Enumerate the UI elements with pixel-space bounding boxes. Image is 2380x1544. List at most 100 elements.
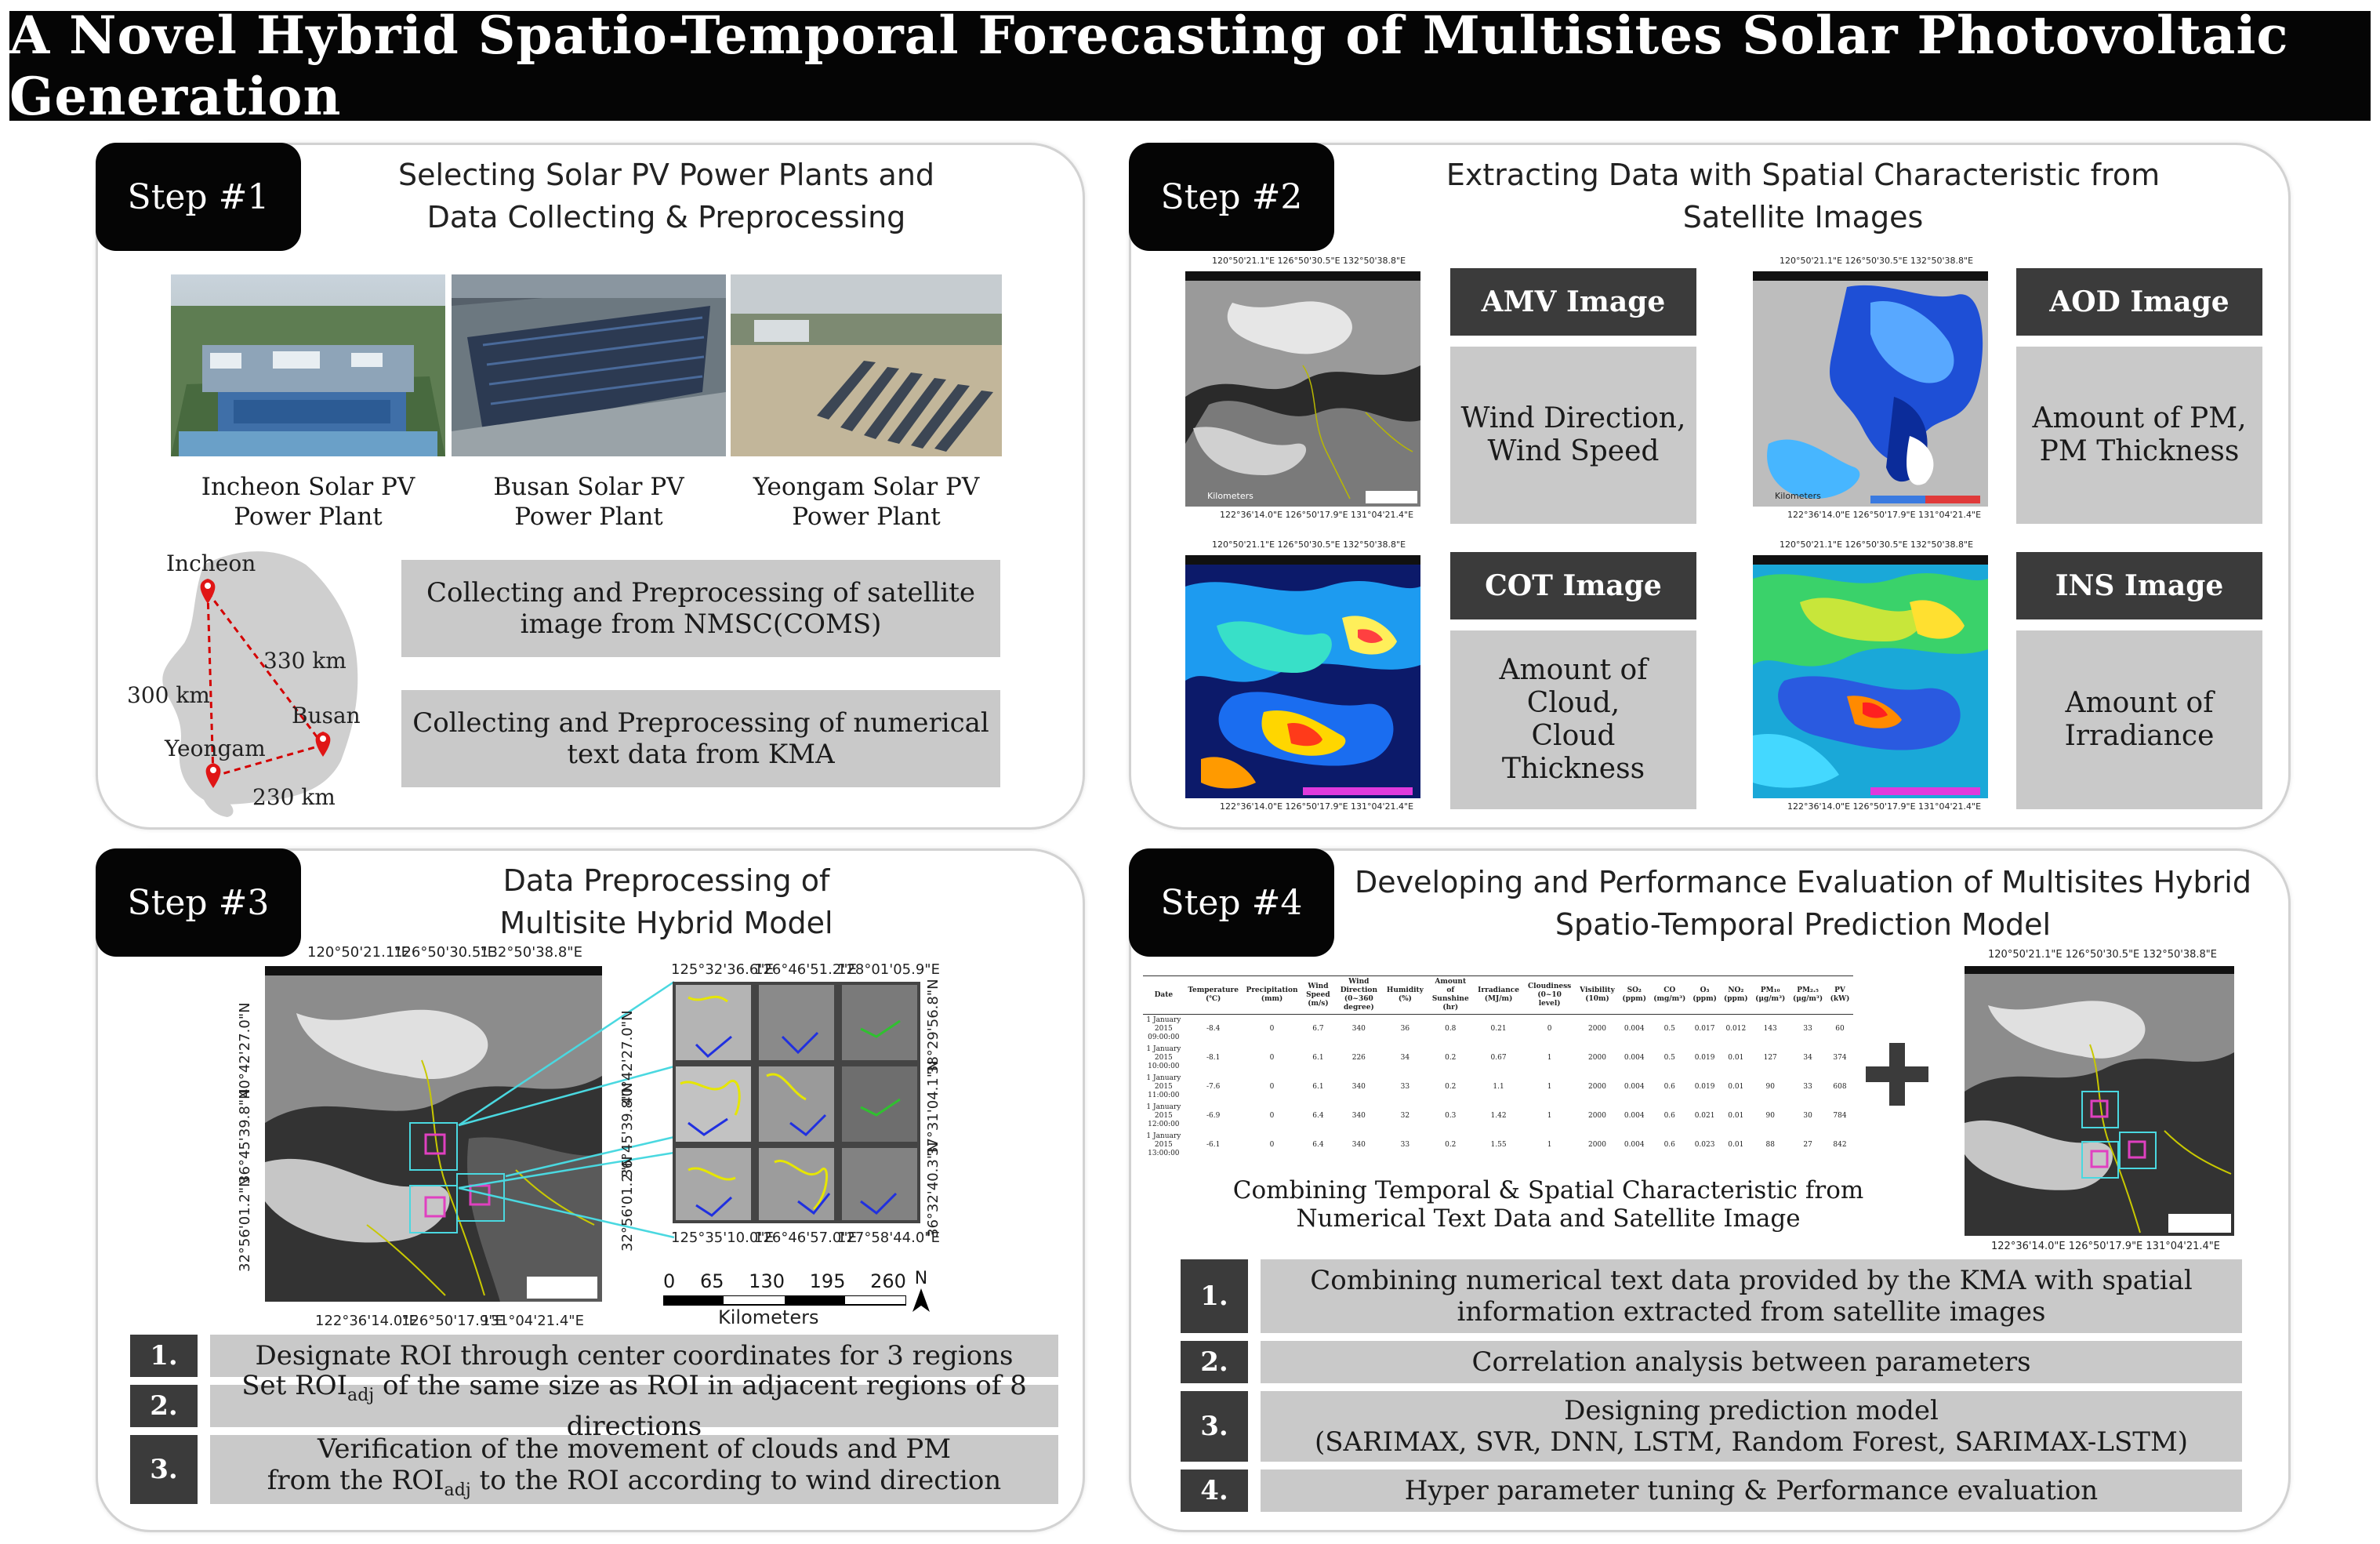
combining-caption-line2: Numerical Text Data and Satellite Image bbox=[1296, 1204, 1801, 1233]
table-cell: 0.004 bbox=[1624, 1054, 1645, 1062]
cot-coords-top: 120°50'21.1"E 126°50'30.5"E 132°50'38.8"… bbox=[1212, 539, 1406, 550]
distance-300: 300 km bbox=[127, 682, 210, 708]
step2-heading: Extracting Data with Spatial Characteris… bbox=[1380, 154, 2226, 238]
table-cell: 2000 bbox=[1588, 1025, 1606, 1033]
scale-bar: 0 65 130 195 260 bbox=[663, 1270, 906, 1317]
satellite-collect-box: Collecting and Preprocessing of satellit… bbox=[401, 560, 1000, 657]
table-cell: 0.67 bbox=[1490, 1054, 1507, 1062]
satellite-collect-line1: Collecting and Preprocessing of satellit… bbox=[426, 577, 976, 609]
table-cell: 0.5 bbox=[1663, 1054, 1675, 1062]
table-cell: 0.019 bbox=[1694, 1054, 1715, 1062]
scale-tick-130: 130 bbox=[749, 1270, 785, 1292]
table-header: SO₂ (ppm) bbox=[1618, 975, 1650, 1015]
aod-coords-top: 120°50'21.1"E 126°50'30.5"E 132°50'38.8"… bbox=[1780, 256, 1974, 266]
incheon-caption: Incheon Solar PV Power Plant bbox=[171, 472, 445, 532]
table-cell: 340 bbox=[1351, 1083, 1366, 1091]
step4-item1-line2: information extracted from satellite ima… bbox=[1457, 1296, 2046, 1328]
cot-desc-line4: Thickness bbox=[1501, 753, 1645, 785]
table-cell: 0.021 bbox=[1694, 1112, 1715, 1120]
step3-item3-line1: Verification of the movement of clouds a… bbox=[317, 1433, 952, 1466]
incheon-plant-photo bbox=[171, 274, 445, 456]
table-cell: 0.004 bbox=[1624, 1112, 1645, 1120]
ins-satellite-image bbox=[1753, 555, 1988, 798]
step3-map-coord-left-2: 36°45'39.8"N bbox=[237, 1088, 253, 1184]
table-header: Wind Direction (0~360 degree) bbox=[1334, 975, 1384, 1015]
table-cell: 143 bbox=[1763, 1025, 1777, 1033]
table-cell: 0 bbox=[1269, 1025, 1275, 1033]
table-header: PM₁₀ (μg/m³) bbox=[1751, 975, 1790, 1015]
step3-item1-num: 1. bbox=[130, 1335, 198, 1377]
step2-tab: Step #2 bbox=[1129, 143, 1334, 251]
step3-item2-post: of the same size as ROI in adjacent regi… bbox=[374, 1370, 1027, 1442]
table-cell: 0.2 bbox=[1445, 1141, 1457, 1149]
table-header: Irradiance (MJ/m) bbox=[1474, 975, 1524, 1015]
step3-item2-sub: adj bbox=[347, 1384, 375, 1405]
grid-coord-left-3: 32°56'01.2"N bbox=[619, 1156, 636, 1252]
busan-caption-line1: Busan Solar PV bbox=[493, 473, 684, 501]
table-cell: 6.7 bbox=[1312, 1025, 1324, 1033]
table-cell: 30 bbox=[1803, 1112, 1812, 1120]
aod-coords-bottom: 122°36'14.0"E 126°50'17.9"E 131°04'21.4"… bbox=[1787, 510, 1982, 520]
table-cell: 1 bbox=[1547, 1141, 1552, 1149]
step4-amv-map bbox=[1965, 966, 2234, 1236]
cot-satellite-image bbox=[1185, 555, 1420, 798]
step4-item3-line1: Designing prediction model bbox=[1564, 1395, 1939, 1426]
table-cell: 0 bbox=[1269, 1112, 1275, 1120]
table-header: NO₂ (ppm) bbox=[1720, 975, 1752, 1015]
scale-unit: Kilometers bbox=[718, 1306, 819, 1328]
cot-desc-line1: Amount of bbox=[1499, 654, 1648, 686]
step2-heading-line2: Satellite Images bbox=[1682, 200, 1924, 234]
table-cell: 33 bbox=[1400, 1083, 1410, 1091]
table-cell: 0 bbox=[1269, 1054, 1275, 1062]
table-row: 1 January 2015 11:00:00 -7.6 0 6.1 340 33 0.2 1… bbox=[1143, 1073, 1853, 1102]
table-header: Temperature (℃) bbox=[1184, 975, 1243, 1015]
busan-caption-line2: Power Plant bbox=[514, 503, 663, 531]
amv-kilometers: Kilometers bbox=[1207, 491, 1253, 501]
north-label: N bbox=[914, 1269, 928, 1288]
distance-330: 330 km bbox=[263, 648, 346, 674]
amv-satellite-image bbox=[1185, 271, 1420, 507]
step4-map-coords-top: 120°50'21.1"E 126°50'30.5"E 132°50'38.8"… bbox=[1988, 949, 2217, 961]
amv-desc-line2: Wind Speed bbox=[1487, 435, 1660, 467]
table-cell: 226 bbox=[1351, 1054, 1366, 1062]
table-cell: -7.6 bbox=[1206, 1083, 1221, 1091]
step1-tab: Step #1 bbox=[96, 143, 301, 251]
table-cell: 1 bbox=[1547, 1112, 1552, 1120]
main-title: A Novel Hybrid Spatio-Temporal Forecasti… bbox=[9, 5, 2371, 127]
step4-heading-line1: Developing and Performance Evaluation of… bbox=[1355, 865, 2251, 899]
table-cell: 0 bbox=[1269, 1083, 1275, 1091]
step3-amv-map bbox=[265, 966, 602, 1302]
combining-caption-line1: Combining Temporal & Spatial Characteris… bbox=[1232, 1176, 1864, 1204]
table-header: Humidity (%) bbox=[1383, 975, 1428, 1015]
aod-kilometers: Kilometers bbox=[1775, 491, 1821, 501]
table-cell: 608 bbox=[1833, 1083, 1847, 1091]
table-cell: 6.1 bbox=[1312, 1054, 1324, 1062]
grid-coord-top-2: 126°46'51.2"E bbox=[754, 961, 857, 978]
table-cell: 0 bbox=[1547, 1025, 1552, 1033]
table-cell: 32 bbox=[1400, 1112, 1410, 1120]
table-cell: 340 bbox=[1351, 1141, 1366, 1149]
grid-coord-bottom-3: 127°58'44.0"E bbox=[837, 1230, 940, 1246]
table-cell: 0.6 bbox=[1663, 1112, 1675, 1120]
table-cell: 1.55 bbox=[1490, 1141, 1507, 1149]
step3-item2-pre: Set ROI bbox=[241, 1370, 348, 1402]
yeongam-map-label: Yeongam bbox=[165, 736, 266, 761]
table-cell: 0.6 bbox=[1663, 1141, 1675, 1149]
table-cell: 90 bbox=[1765, 1083, 1775, 1091]
cot-coords-bottom: 122°36'14.0"E 126°50'17.9"E 131°04'21.4"… bbox=[1220, 801, 1414, 812]
table-cell: 60 bbox=[1835, 1025, 1845, 1033]
amv-coords-bottom: 122°36'14.0"E 126°50'17.9"E 131°04'21.4"… bbox=[1220, 510, 1414, 520]
table-cell: 0.6 bbox=[1663, 1083, 1675, 1091]
korea-map bbox=[162, 551, 358, 817]
table-row: 1 January 2015 10:00:00 -8.1 0 6.1 226 34 0.2 0… bbox=[1143, 1044, 1853, 1073]
table-cell: 2000 bbox=[1588, 1141, 1606, 1149]
table-cell: 1.1 bbox=[1493, 1083, 1504, 1091]
scale-tick-260: 260 bbox=[870, 1270, 906, 1292]
ins-coords-top: 120°50'21.1"E 126°50'30.5"E 132°50'38.8"… bbox=[1780, 539, 1974, 550]
step3-item3-post: to the ROI according to wind direction bbox=[470, 1465, 1002, 1497]
step3-map-coord-bottom-2: 126°50'17.9"E bbox=[401, 1313, 504, 1329]
step1-heading: Selecting Solar PV Power Plants and Data… bbox=[345, 154, 988, 238]
aod-satellite-image bbox=[1753, 271, 1988, 507]
table-row: 1 January 2015 13:00:00 -6.1 0 6.4 340 33 0.2 1… bbox=[1143, 1131, 1853, 1160]
table-cell: 33 bbox=[1803, 1025, 1812, 1033]
